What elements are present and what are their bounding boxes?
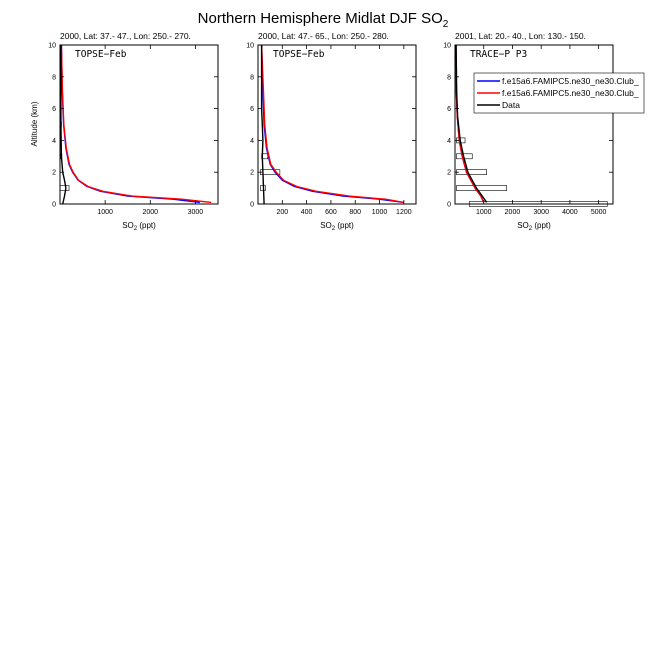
y-tick-label: 0 — [52, 202, 56, 209]
series-line-2 — [60, 44, 212, 204]
panel-3: 2001, Lat: 20.- 40., Lon: 130.- 150. 1000… — [443, 31, 614, 232]
panel-2: 2000, Lat: 47.- 65., Lon: 250.- 280. 200 4… — [246, 31, 417, 232]
data-range-box — [59, 185, 70, 191]
y-axis-label: Altitude (km) — [30, 101, 39, 146]
y-tick-label: 8 — [250, 74, 254, 81]
panel-header: 2000, Lat: 47.- 65., Lon: 250.- 280. — [258, 31, 389, 41]
x-tick-label: 3000 — [188, 209, 204, 216]
campaign-label: TOPSE−Feb — [75, 49, 127, 60]
legend-box — [473, 72, 645, 114]
x-tick-label: 1000 — [97, 209, 113, 216]
main-title-subscript: 2 — [443, 19, 449, 30]
y-tick-label: 0 — [250, 202, 254, 209]
y-tick-label: 4 — [250, 138, 254, 145]
x-tick-label: 2000 — [142, 209, 158, 216]
panel-1: 2000, Lat: 37.- 47., Lon: 250.- 270. 1000… — [48, 31, 219, 232]
plot-frame — [257, 44, 417, 205]
main-title: Northern Hemisphere Midlat DJF SO2 — [198, 10, 449, 30]
panels: 2000, Lat: 37.- 47., Lon: 250.- 270.1000… — [48, 31, 614, 232]
y-tick-label: 8 — [52, 74, 56, 81]
y-tick-label: 4 — [447, 138, 451, 145]
y-tick-label: 0 — [447, 202, 451, 209]
series-line-3 — [260, 45, 265, 205]
y-tick-label: 10 — [48, 43, 56, 50]
x-axis-label: SO2 (ppt) — [320, 221, 354, 232]
y-tick-label: 6 — [52, 106, 56, 113]
y-tick-label: 10 — [246, 43, 254, 50]
y-tick-label: 2 — [52, 170, 56, 177]
y-tick-label: 10 — [443, 43, 451, 50]
x-tick-label: 1200 — [396, 209, 412, 216]
plot-frame — [454, 44, 614, 205]
x-tick-label: 1000 — [372, 209, 388, 216]
series-line-2 — [260, 44, 404, 204]
x-axis-label: SO2 (ppt) — [122, 221, 156, 232]
y-tick-label: 4 — [52, 138, 56, 145]
legend: f.e15a6.FAMIPC5.ne30_ne30.Club_ f.e15a6.F… — [473, 72, 645, 114]
y-tick-label: 2 — [447, 170, 451, 177]
series-line-3 — [455, 44, 488, 203]
legend-label: Data — [502, 100, 520, 110]
x-tick-label: 600 — [325, 209, 337, 216]
panel-header: 2001, Lat: 20.- 40., Lon: 130.- 150. — [455, 31, 586, 41]
y-tick-label: 6 — [250, 106, 254, 113]
y-tick-label: 6 — [447, 106, 451, 113]
legend-label: f.e15a6.FAMIPC5.ne30_ne30.Club_ — [502, 88, 639, 98]
y-tick-label: 8 — [447, 74, 451, 81]
x-tick-label: 200 — [276, 209, 288, 216]
legend-label: f.e15a6.FAMIPC5.ne30_ne30.Club_ — [502, 76, 639, 86]
x-tick-label: 5000 — [591, 209, 607, 216]
x-tick-label: 400 — [301, 209, 313, 216]
series-line-1 — [60, 44, 200, 204]
data-range-box — [456, 169, 487, 175]
series-line-2 — [455, 44, 485, 203]
panel-header: 2000, Lat: 37.- 47., Lon: 250.- 270. — [60, 31, 191, 41]
y-tick-label: 2 — [250, 170, 254, 177]
series-line-3 — [60, 45, 67, 205]
data-range-box — [456, 185, 508, 191]
x-tick-label: 2000 — [505, 209, 521, 216]
x-tick-label: 4000 — [562, 209, 578, 216]
x-axis-label: SO2 (ppt) — [517, 221, 551, 232]
x-tick-label: 800 — [349, 209, 361, 216]
plot-frame — [59, 44, 219, 205]
x-tick-label: 3000 — [533, 209, 549, 216]
x-tick-label: 1000 — [476, 209, 492, 216]
campaign-label: TOPSE−Feb — [273, 49, 325, 60]
campaign-label: TRACE−P P3 — [470, 49, 527, 60]
